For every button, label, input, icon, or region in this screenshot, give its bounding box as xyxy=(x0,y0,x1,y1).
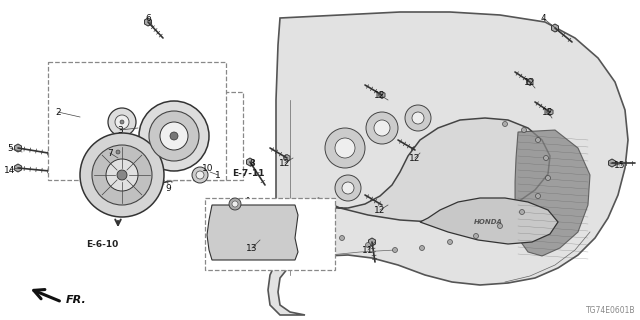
Polygon shape xyxy=(552,24,559,32)
Circle shape xyxy=(522,127,527,132)
Circle shape xyxy=(160,122,188,150)
Circle shape xyxy=(92,145,152,205)
Circle shape xyxy=(335,138,355,158)
Polygon shape xyxy=(318,118,550,222)
Circle shape xyxy=(342,182,354,194)
Circle shape xyxy=(536,194,541,198)
Circle shape xyxy=(232,201,238,207)
Circle shape xyxy=(115,115,129,129)
Circle shape xyxy=(106,159,138,191)
Circle shape xyxy=(80,133,164,217)
Polygon shape xyxy=(379,202,385,209)
Polygon shape xyxy=(547,108,553,116)
Circle shape xyxy=(149,111,199,161)
Circle shape xyxy=(405,105,431,131)
Text: 8: 8 xyxy=(249,158,255,167)
Circle shape xyxy=(325,128,365,168)
Polygon shape xyxy=(515,130,590,256)
Circle shape xyxy=(502,122,508,126)
Circle shape xyxy=(520,210,525,214)
Text: 15: 15 xyxy=(614,161,626,170)
Text: 1: 1 xyxy=(215,171,221,180)
Text: 7: 7 xyxy=(107,148,113,157)
Polygon shape xyxy=(284,155,290,162)
Circle shape xyxy=(366,112,398,144)
Circle shape xyxy=(545,175,550,180)
Text: 4: 4 xyxy=(540,13,546,22)
Text: 2: 2 xyxy=(55,108,61,116)
Polygon shape xyxy=(114,147,122,157)
Text: E-7-11: E-7-11 xyxy=(232,169,264,178)
Text: 12: 12 xyxy=(410,154,420,163)
Polygon shape xyxy=(527,78,533,85)
Circle shape xyxy=(365,243,371,247)
Text: 10: 10 xyxy=(202,164,214,172)
Circle shape xyxy=(412,112,424,124)
Text: 9: 9 xyxy=(165,183,171,193)
Circle shape xyxy=(139,101,209,171)
Polygon shape xyxy=(268,12,628,315)
Polygon shape xyxy=(412,147,418,154)
Circle shape xyxy=(117,170,127,180)
Text: E-6-10: E-6-10 xyxy=(86,240,118,249)
Polygon shape xyxy=(15,144,22,152)
Text: 12: 12 xyxy=(542,108,554,116)
Text: TG74E0601B: TG74E0601B xyxy=(586,306,635,315)
Circle shape xyxy=(374,120,390,136)
Text: 12: 12 xyxy=(374,205,386,214)
Polygon shape xyxy=(145,18,152,26)
Polygon shape xyxy=(246,158,253,166)
Circle shape xyxy=(536,138,541,142)
Polygon shape xyxy=(609,159,616,167)
Circle shape xyxy=(108,108,136,136)
Circle shape xyxy=(316,222,321,228)
Text: FR.: FR. xyxy=(66,295,87,305)
Polygon shape xyxy=(148,181,156,189)
Circle shape xyxy=(474,234,479,238)
Text: 3: 3 xyxy=(117,125,123,134)
Circle shape xyxy=(543,156,548,161)
Polygon shape xyxy=(15,164,22,172)
Circle shape xyxy=(229,198,241,210)
Circle shape xyxy=(339,236,344,241)
Bar xyxy=(105,92,243,180)
Circle shape xyxy=(335,175,361,201)
Circle shape xyxy=(120,120,124,124)
Circle shape xyxy=(116,150,120,154)
Text: 5: 5 xyxy=(7,143,13,153)
Text: 12: 12 xyxy=(524,77,536,86)
Circle shape xyxy=(196,171,204,179)
Polygon shape xyxy=(207,205,298,260)
Text: HONDA: HONDA xyxy=(474,219,502,225)
Circle shape xyxy=(497,223,502,228)
Text: 12: 12 xyxy=(279,158,291,167)
Text: 12: 12 xyxy=(374,91,386,100)
Bar xyxy=(205,198,335,270)
Polygon shape xyxy=(369,238,376,246)
Bar xyxy=(48,62,226,180)
Circle shape xyxy=(419,245,424,251)
Text: 11: 11 xyxy=(362,245,374,254)
Text: 14: 14 xyxy=(4,165,16,174)
Text: 13: 13 xyxy=(246,244,258,252)
Polygon shape xyxy=(204,167,212,177)
Circle shape xyxy=(447,239,452,244)
Text: 6: 6 xyxy=(145,13,151,22)
Circle shape xyxy=(192,167,208,183)
Polygon shape xyxy=(379,92,385,99)
Circle shape xyxy=(170,132,178,140)
Polygon shape xyxy=(420,198,558,244)
Circle shape xyxy=(392,247,397,252)
